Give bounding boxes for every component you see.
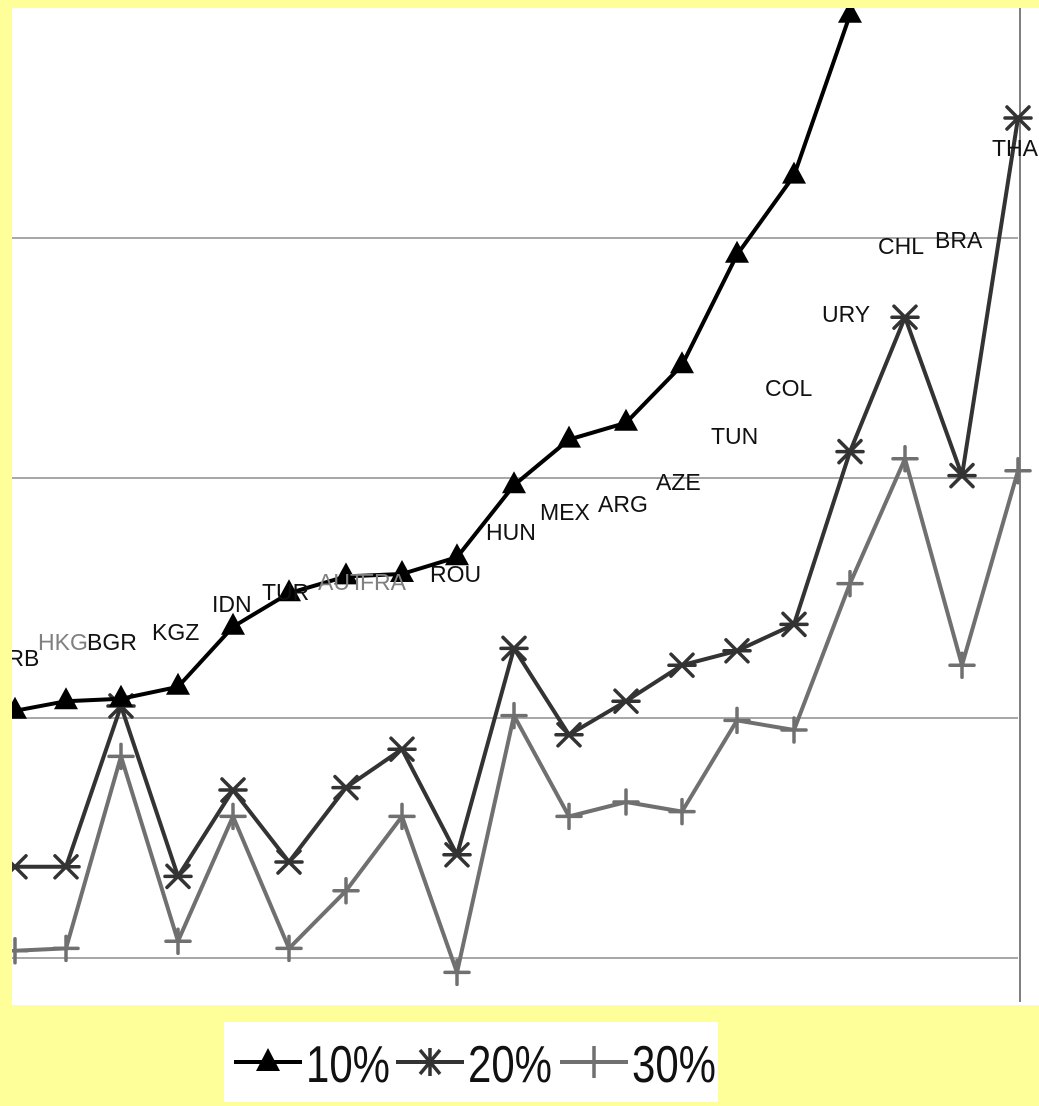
category-label-bra: BRA	[935, 227, 983, 253]
plus-marker	[388, 802, 416, 831]
triangle-marker	[502, 471, 526, 494]
plus-marker	[948, 651, 976, 679]
plus-marker	[12, 937, 29, 965]
legend-svg: 10% 20% 30%	[234, 1036, 716, 1094]
asterisk-marker	[12, 854, 30, 880]
asterisk-marker	[835, 438, 865, 465]
plus-marker	[836, 569, 864, 598]
series-line-20%	[15, 117, 1020, 879]
category-label-mex: MEX	[540, 499, 590, 525]
triangle-marker	[838, 8, 862, 23]
triangle-marker	[334, 562, 358, 585]
legend-label: 10%	[306, 1036, 390, 1094]
asterisk-marker	[554, 722, 584, 748]
series-line-10%	[14, 8, 855, 713]
category-label-fra: FRA	[360, 569, 407, 595]
category-label-ury: URY	[822, 301, 870, 327]
triangle-marker	[109, 684, 133, 707]
asterisk-marker	[499, 635, 529, 662]
legend-item-20pct: 20%	[396, 1036, 552, 1094]
category-label-chl: CHL	[878, 233, 924, 259]
triangle-marker	[166, 672, 190, 695]
legend-item-10pct: 10%	[234, 1036, 390, 1094]
triangle-marker	[670, 351, 694, 374]
triangle-marker	[221, 612, 245, 635]
plus-marker	[275, 934, 303, 963]
asterisk-marker	[667, 652, 697, 678]
category-label-aut: AUT	[318, 569, 364, 595]
plus-marker	[164, 927, 192, 955]
triangle-marker	[557, 425, 581, 448]
legend-item-30pct: 30%	[560, 1036, 716, 1094]
plus-marker	[1004, 457, 1032, 485]
category-label-srb: SRB	[12, 645, 39, 671]
category-label-bgr: BGR	[87, 629, 137, 655]
legend-label: 20%	[468, 1036, 552, 1094]
category-label-idn: IDN	[212, 591, 252, 617]
asterisk-marker	[331, 774, 361, 801]
category-label-tha: THA	[992, 135, 1039, 161]
asterisk-marker	[51, 854, 81, 880]
plus-marker	[891, 445, 919, 473]
triangle-marker	[277, 579, 301, 602]
category-label-hkg: HKG	[38, 629, 88, 655]
category-label-hun: HUN	[486, 519, 536, 545]
category-label-kgz: KGZ	[152, 619, 199, 645]
plus-marker	[668, 797, 696, 826]
category-label-tur: TUR	[262, 579, 309, 605]
plus-marker	[780, 716, 808, 744]
legend-label: 30%	[632, 1036, 716, 1094]
category-label-arg: ARG	[598, 491, 648, 517]
asterisk-marker	[442, 842, 472, 868]
legend: 10% 20% 30%	[224, 1022, 718, 1102]
category-label-tun: TUN	[711, 423, 758, 449]
category-label-aze: AZE	[656, 469, 701, 495]
asterisk-marker	[1003, 105, 1033, 131]
plus-marker	[500, 701, 528, 730]
plus-marker	[555, 802, 583, 831]
asterisk-marker	[890, 304, 920, 330]
plus-marker	[332, 877, 360, 905]
plus-marker	[219, 802, 247, 831]
asterisk-marker	[722, 638, 752, 664]
asterisk-marker	[779, 611, 809, 638]
triangle-marker	[782, 161, 806, 184]
triangle-marker	[725, 240, 749, 263]
triangle-marker	[614, 408, 638, 431]
asterisk-marker	[947, 462, 977, 489]
plus-marker	[723, 706, 751, 735]
plus-marker	[612, 788, 640, 816]
category-label-rou: ROU	[430, 561, 481, 587]
triangle-marker	[54, 687, 78, 710]
asterisk-marker	[611, 688, 641, 714]
triangle-marker	[445, 543, 469, 566]
triangle-icon	[256, 1048, 280, 1071]
asterisk-icon	[418, 1048, 442, 1076]
triangle-marker	[12, 696, 27, 719]
asterisk-marker	[274, 849, 304, 875]
plus-marker	[443, 958, 471, 987]
asterisk-marker	[163, 863, 193, 890]
plus-marker	[52, 934, 80, 963]
plus-marker	[107, 742, 135, 771]
asterisk-marker	[218, 777, 248, 803]
triangle-marker	[390, 560, 414, 582]
asterisk-marker	[387, 736, 417, 762]
category-label-col: COL	[765, 375, 813, 401]
